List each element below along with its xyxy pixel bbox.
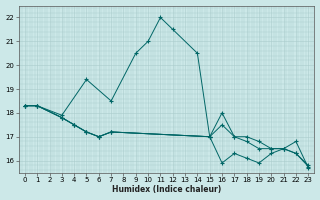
X-axis label: Humidex (Indice chaleur): Humidex (Indice chaleur) [112,185,221,194]
